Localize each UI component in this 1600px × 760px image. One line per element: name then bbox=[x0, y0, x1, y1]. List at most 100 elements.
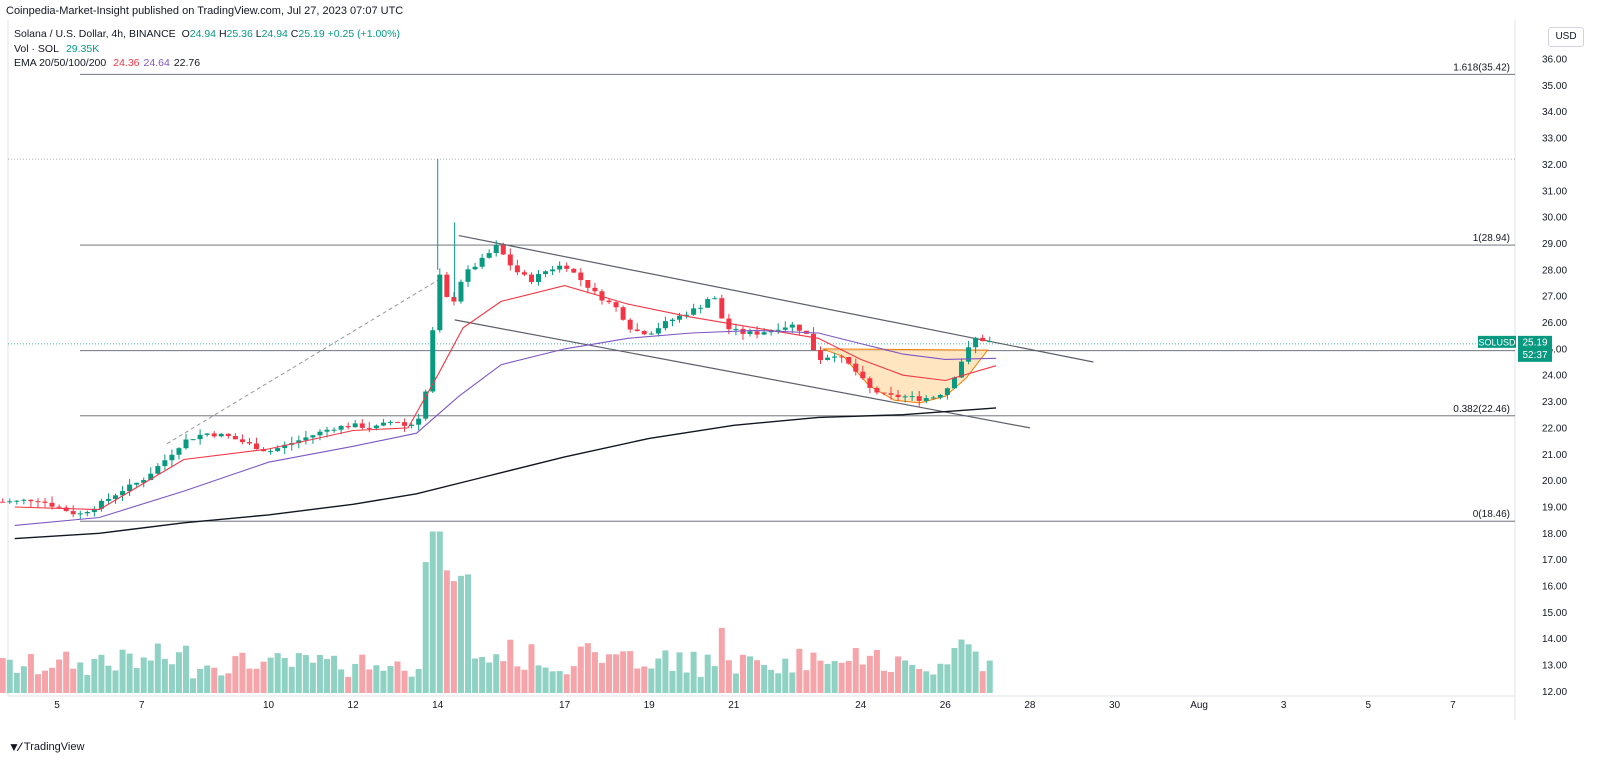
candle-body bbox=[458, 281, 464, 302]
volume-bar bbox=[739, 654, 746, 693]
y-tick-label: 22.00 bbox=[1542, 423, 1567, 434]
volume-bar bbox=[570, 666, 577, 693]
volume-bar bbox=[415, 668, 422, 693]
candle-body bbox=[246, 442, 252, 444]
candle-body bbox=[402, 422, 408, 426]
low-value: 24.94 bbox=[261, 28, 288, 40]
currency-button[interactable]: USD bbox=[1548, 27, 1584, 47]
candle-body bbox=[874, 387, 880, 393]
volume-bar bbox=[479, 656, 486, 693]
volume-bar bbox=[958, 639, 965, 693]
volume-bar bbox=[598, 662, 605, 693]
volume-bar bbox=[359, 654, 366, 693]
x-tick-label: 21 bbox=[728, 700, 740, 711]
candle-body bbox=[296, 440, 302, 444]
high-value: 25.36 bbox=[226, 28, 253, 40]
x-tick-label: 14 bbox=[432, 700, 444, 711]
candle-body bbox=[451, 296, 457, 302]
tradingview-footer[interactable]: ▼⁄ TradingView bbox=[8, 740, 84, 754]
volume-bar bbox=[838, 662, 845, 693]
volume-bar bbox=[845, 660, 852, 693]
fib-level-label: 1.618(35.42) bbox=[1453, 62, 1510, 73]
volume-bar bbox=[204, 665, 211, 693]
candle-body bbox=[719, 298, 725, 319]
volume-bar bbox=[394, 661, 401, 693]
candle-body bbox=[148, 473, 154, 481]
tradingview-brand: TradingView bbox=[23, 741, 85, 753]
volume-bar bbox=[606, 654, 613, 693]
candle-body bbox=[155, 466, 161, 474]
candle-body bbox=[0, 501, 6, 503]
volume-bar bbox=[401, 670, 408, 693]
close-value: 25.19 bbox=[298, 28, 325, 40]
fib-level-label: 0(18.46) bbox=[1473, 509, 1510, 520]
candle-body bbox=[479, 257, 485, 267]
candle-body bbox=[698, 307, 704, 309]
candle-body bbox=[747, 331, 753, 334]
y-tick-label: 18.00 bbox=[1542, 529, 1567, 540]
candle-body bbox=[909, 396, 915, 398]
candle-body bbox=[493, 245, 499, 254]
candle-body bbox=[373, 425, 379, 429]
candle-body bbox=[232, 436, 238, 440]
volume-bar bbox=[895, 656, 902, 693]
tradingview-logo-icon: ▼⁄ bbox=[8, 740, 21, 754]
volume-bar bbox=[175, 652, 182, 693]
y-tick-label: 23.00 bbox=[1542, 397, 1567, 408]
candle-body bbox=[303, 437, 309, 441]
candle-body bbox=[832, 356, 838, 358]
candle-body bbox=[691, 308, 697, 315]
symbol-label[interactable]: Solana / U.S. Dollar, 4h, BINANCE bbox=[14, 28, 176, 40]
volume-bar bbox=[443, 570, 450, 693]
ema-50-line bbox=[14, 329, 997, 526]
volume-bar bbox=[288, 666, 295, 693]
volume-bar bbox=[119, 649, 126, 693]
candle-body bbox=[627, 319, 633, 330]
y-tick-label: 20.00 bbox=[1542, 476, 1567, 487]
candle-body bbox=[669, 319, 675, 322]
volume-bar bbox=[309, 662, 316, 693]
volume-bar bbox=[584, 643, 591, 693]
volume-bar bbox=[549, 671, 556, 693]
y-tick-label: 24.00 bbox=[1542, 371, 1567, 382]
volume-bar bbox=[302, 655, 309, 693]
volume-bar bbox=[324, 659, 331, 693]
candle-body bbox=[183, 439, 189, 449]
candle-body bbox=[944, 388, 950, 395]
x-tick-label: 3 bbox=[1281, 700, 1287, 711]
candle-body bbox=[21, 499, 27, 501]
candle-body bbox=[317, 431, 323, 436]
candle-body bbox=[959, 361, 965, 378]
x-tick-label: 24 bbox=[855, 700, 867, 711]
volume-bar bbox=[676, 652, 683, 693]
volume-bar bbox=[965, 644, 972, 693]
volume-bar bbox=[6, 659, 13, 693]
candle-body bbox=[571, 268, 577, 273]
volume-bar bbox=[979, 671, 986, 693]
candle-body bbox=[331, 429, 337, 431]
volume-bar bbox=[408, 676, 415, 693]
candle-body bbox=[310, 435, 316, 438]
legend-volume-row[interactable]: Vol · SOL 29.35K bbox=[14, 42, 400, 57]
volume-bar bbox=[923, 671, 930, 693]
candle-body bbox=[550, 269, 556, 272]
fib-trend-dashed bbox=[166, 279, 438, 445]
candle-body bbox=[472, 266, 478, 270]
candle-body bbox=[63, 507, 69, 512]
close-key: C bbox=[290, 28, 299, 40]
candle-body bbox=[916, 396, 922, 401]
candle-body bbox=[35, 501, 41, 503]
candle-body bbox=[500, 245, 506, 255]
change-value: +0.25 (+1.00%) bbox=[327, 28, 400, 40]
volume-bar bbox=[577, 646, 584, 693]
volume-bar bbox=[697, 676, 704, 693]
volume-bar bbox=[429, 531, 436, 693]
volume-value: 29.35K bbox=[65, 42, 100, 55]
legend-ema-row[interactable]: EMA 20/50/100/200 24.36 24.64 22.76 bbox=[14, 56, 400, 71]
candle-body bbox=[818, 350, 824, 360]
volume-bar bbox=[880, 670, 887, 693]
volume-bar bbox=[260, 661, 267, 693]
volume-bar bbox=[986, 660, 993, 693]
candle-body bbox=[380, 422, 386, 426]
